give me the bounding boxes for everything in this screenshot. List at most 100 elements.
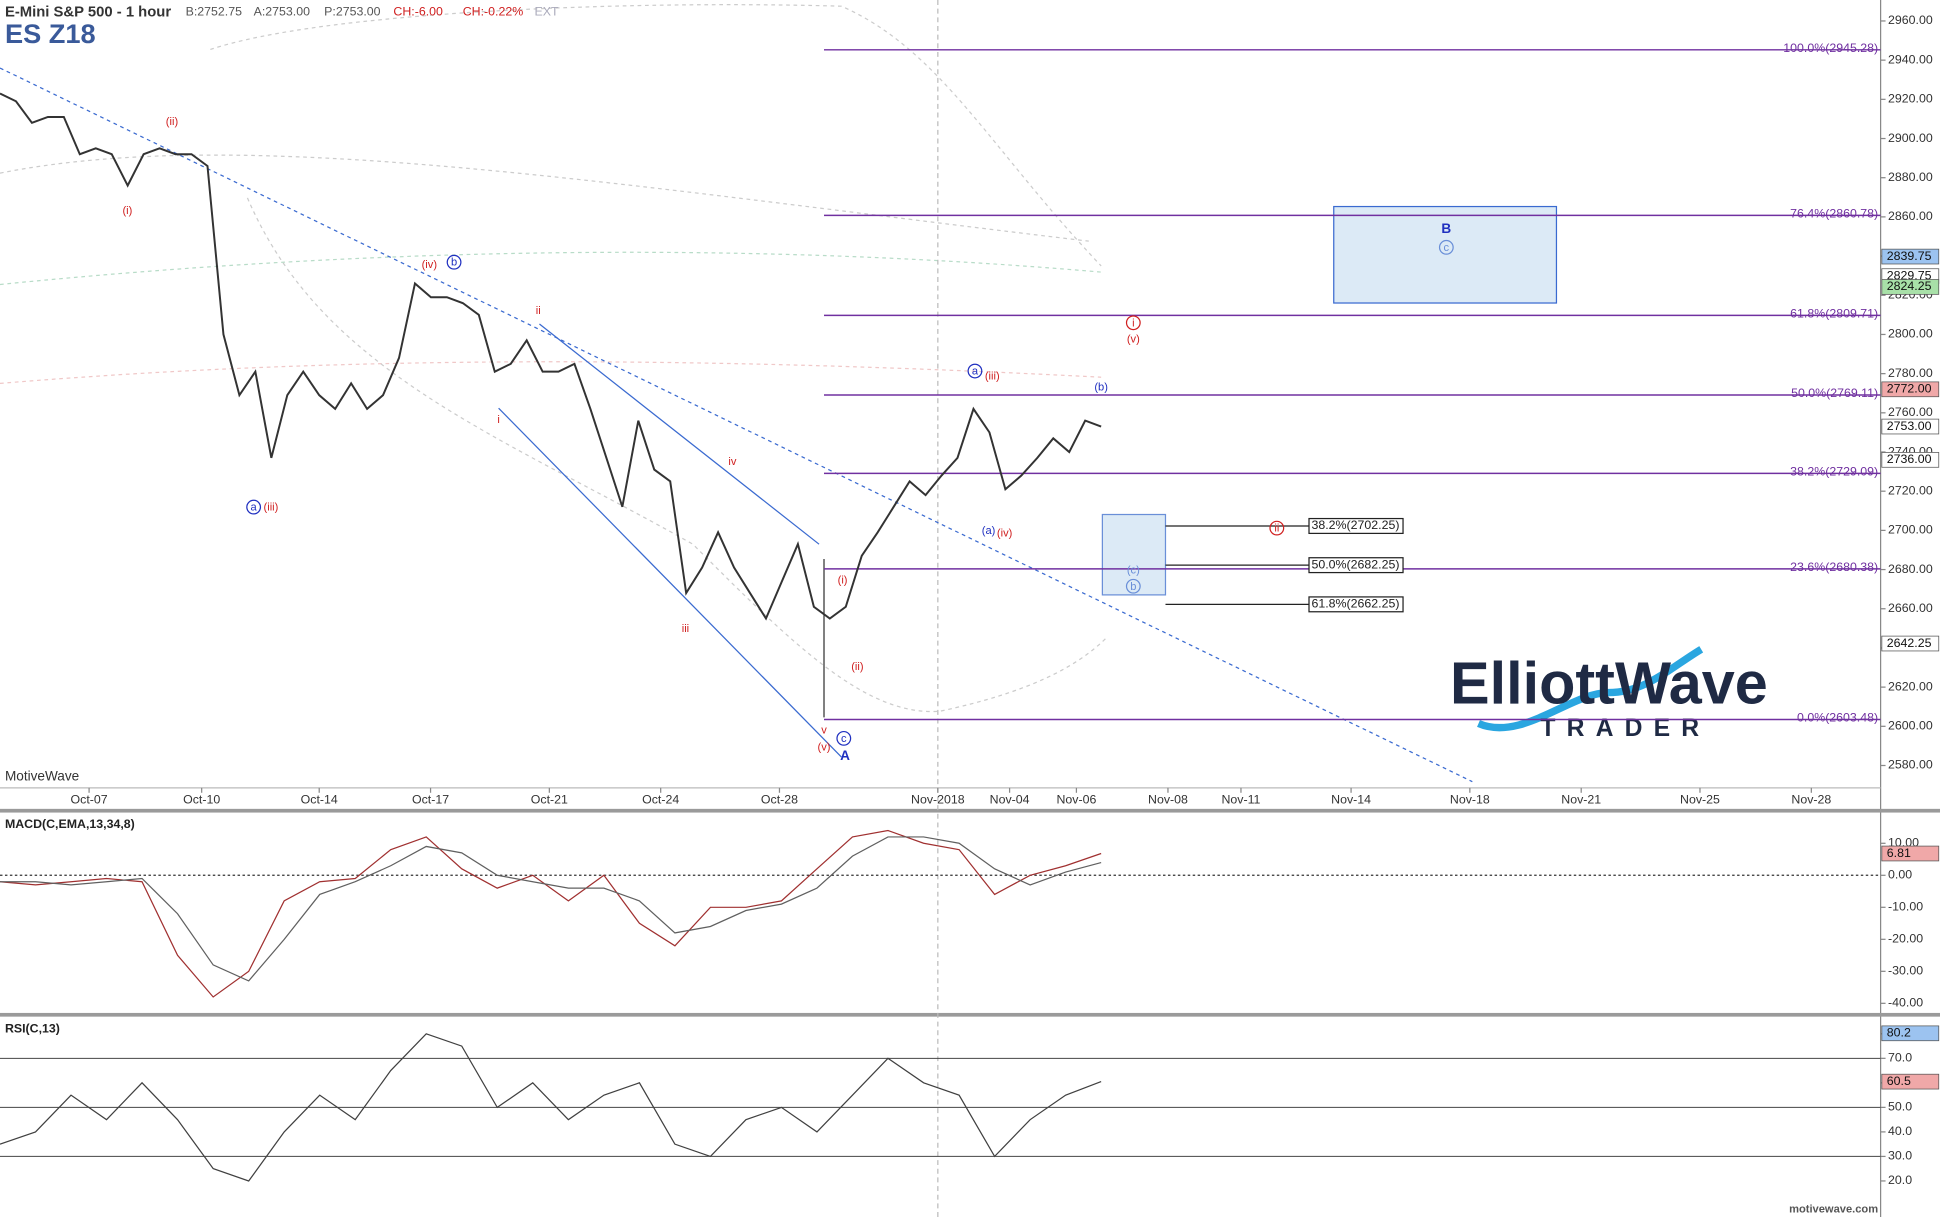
wave-label: (v) [818, 742, 831, 754]
price-tag-label: 6.81 [1887, 846, 1911, 860]
wave-label: (a) [982, 525, 996, 537]
price-tag-label: 2824.25 [1887, 279, 1932, 293]
x-tick-label: Oct-14 [301, 792, 338, 806]
wave-label: A [840, 748, 850, 763]
x-tick-label: Nov-18 [1450, 792, 1490, 806]
y-tick-label: 0.00 [1888, 868, 1912, 882]
x-tick-label: Nov-11 [1221, 792, 1260, 806]
y-tick-label: 2780.00 [1888, 366, 1933, 380]
y-tick-label: 2860.00 [1888, 209, 1933, 223]
wave-label: c [841, 733, 847, 745]
wave-label: c [1444, 242, 1450, 254]
fib-small-label: 38.2%(2702.25) [1311, 518, 1399, 532]
y-tick-label: 2580.00 [1888, 758, 1933, 772]
fib-label: 61.8%(2809.71) [1790, 306, 1878, 320]
quote-field: B:2752.75 [186, 5, 242, 19]
envelope [0, 251, 1102, 286]
price-tag [1881, 635, 1940, 652]
panel-title: RSI(C,13) [5, 1021, 60, 1035]
y-tick-label: 2600.00 [1888, 719, 1933, 733]
annotation-circle [1125, 315, 1141, 331]
x-tick-label: Oct-28 [761, 792, 798, 806]
wave-label: a [251, 502, 258, 514]
wave-label: ii [536, 305, 541, 317]
annotation-circle [246, 499, 262, 515]
y-tick-label: -30.00 [1888, 964, 1923, 978]
quote-field: EXT [534, 5, 558, 19]
quote-field: CH:-6.00 [393, 5, 443, 19]
x-tick-label: Nov-21 [1561, 792, 1601, 806]
wave-label: (ii) [851, 661, 864, 673]
envelope [246, 197, 1108, 713]
x-tick-label: Nov-28 [1791, 792, 1831, 806]
wave-label: (ii) [166, 116, 179, 128]
wave-label: (iv) [997, 528, 1013, 540]
fib-label: 0.0%(2603.48) [1797, 711, 1878, 725]
y-tick-label: 2920.00 [1888, 92, 1933, 106]
annotation-circle [836, 730, 852, 746]
envelope [0, 361, 1102, 385]
fib-label: 38.2%(2729.09) [1790, 464, 1878, 478]
wave-label: iv [728, 456, 736, 468]
x-tick-label: Nov-2018 [911, 792, 965, 806]
fib-small-box [1308, 596, 1404, 613]
annotation-circle [446, 254, 462, 270]
y-tick-label: 2960.00 [1888, 13, 1933, 27]
wave-label: (iii) [264, 502, 279, 514]
wave-label: v [821, 724, 827, 736]
fib-label: 23.6%(2680.38) [1790, 560, 1878, 574]
envelope [210, 4, 1102, 267]
wave-label: a [972, 366, 979, 378]
fib-small-label: 61.8%(2662.25) [1311, 597, 1399, 611]
y-tick-label: 2940.00 [1888, 52, 1933, 66]
channel-line [498, 407, 842, 758]
wave-label: (b) [1094, 382, 1108, 394]
wave-label: (i) [838, 575, 848, 587]
x-tick-label: Nov-04 [990, 792, 1030, 806]
x-tick-label: Nov-14 [1331, 792, 1371, 806]
panel-title: MACD(C,EMA,13,34,8) [5, 817, 135, 831]
price-tag [1881, 845, 1940, 862]
y-tick-label: 20.0 [1888, 1173, 1912, 1187]
fib-small-box [1308, 557, 1404, 574]
price-tag [1881, 279, 1940, 295]
annotation-circle [1125, 578, 1141, 594]
y-tick-label: -40.00 [1888, 996, 1923, 1010]
y-tick-label: 2900.00 [1888, 131, 1933, 145]
y-tick-label: 2880.00 [1888, 170, 1933, 184]
fib-small-box [1308, 517, 1404, 535]
wave-label: (v) [1127, 333, 1140, 345]
y-tick-label: 2680.00 [1888, 562, 1933, 576]
price-tag [1881, 452, 1940, 468]
x-tick-label: Nov-25 [1680, 792, 1720, 806]
price-tag-label: 80.2 [1887, 1026, 1911, 1040]
symbol: ES Z18 [5, 18, 96, 49]
price-tag-label: 2642.25 [1887, 636, 1932, 650]
fib-small-label: 50.0%(2682.25) [1311, 557, 1399, 571]
y-tick-label: 40.0 [1888, 1124, 1912, 1138]
panel-separator [0, 1012, 1940, 1017]
watermark: MotiveWave [5, 768, 79, 783]
wave-label: (iii) [985, 371, 1000, 383]
envelope [0, 154, 1089, 242]
panel-separator [0, 808, 1940, 813]
price-tag-label: 2839.75 [1887, 249, 1932, 263]
y-tick-label: 2800.00 [1888, 327, 1933, 341]
price-tag-label: 2736.00 [1887, 452, 1932, 466]
price-tag-label: 2753.00 [1887, 419, 1932, 433]
annotation-circle [1269, 520, 1285, 536]
series-line [0, 829, 1102, 998]
y-tick-label: -10.00 [1888, 900, 1923, 914]
price-tag [1881, 418, 1940, 435]
quote-field: A:2753.00 [254, 5, 310, 19]
price-tag [1881, 1073, 1940, 1090]
x-tick-label: Oct-10 [183, 792, 220, 806]
y-tick-label: 2620.00 [1888, 679, 1933, 693]
wave-label: b [451, 257, 457, 269]
annotation-circle [1438, 239, 1454, 255]
y-tick-label: -20.00 [1888, 932, 1923, 946]
wave-label: b [1130, 581, 1136, 593]
